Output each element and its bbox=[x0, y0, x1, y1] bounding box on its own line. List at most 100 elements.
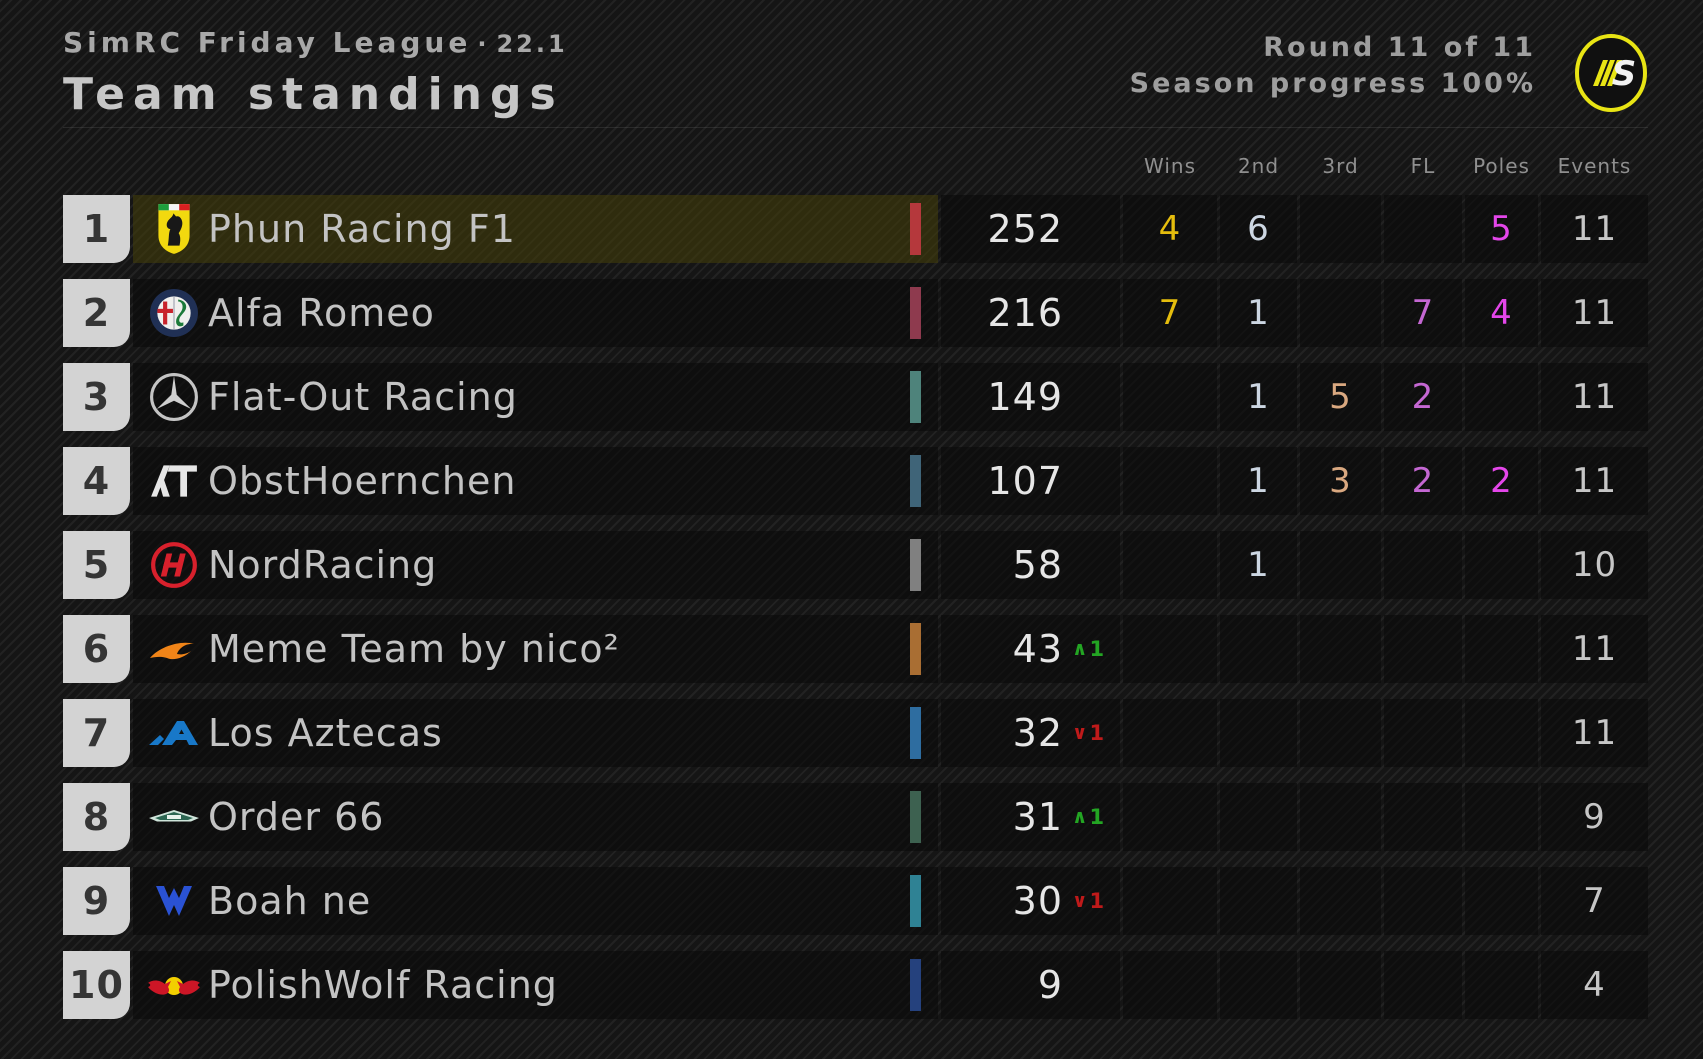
third-places-cell bbox=[1300, 951, 1381, 1019]
fastest-laps-cell bbox=[1384, 867, 1462, 935]
fastest-laps-cell bbox=[1384, 699, 1462, 767]
table-row: 9 Boah ne 30 ∨ 1 7 bbox=[63, 867, 1648, 935]
series-logo-icon: S bbox=[1575, 34, 1647, 112]
aston-martin-logo-icon bbox=[147, 789, 201, 845]
header-divider bbox=[63, 127, 1648, 128]
points-cell: 107 bbox=[941, 447, 1120, 515]
points-cell: 149 bbox=[941, 363, 1120, 431]
team-cell: PolishWolf Racing bbox=[133, 951, 938, 1019]
position-badge: 5 bbox=[63, 531, 130, 599]
wins-cell bbox=[1123, 531, 1217, 599]
position-badge: 8 bbox=[63, 783, 130, 851]
wins-cell bbox=[1123, 951, 1217, 1019]
fastest-laps-cell bbox=[1384, 531, 1462, 599]
points-value: 43 bbox=[1012, 627, 1063, 671]
fastest-laps-cell: 2 bbox=[1384, 447, 1462, 515]
events-cell: 11 bbox=[1541, 699, 1648, 767]
table-row: 4 ObstHoernchen 107 1 3 2 2 11 bbox=[63, 447, 1648, 515]
team-name: Flat-Out Racing bbox=[208, 375, 518, 419]
position-delta: ∧ 1 bbox=[1072, 805, 1105, 829]
team-color-bar bbox=[910, 623, 921, 675]
second-places-cell bbox=[1220, 783, 1297, 851]
points-value: 32 bbox=[1012, 711, 1063, 755]
wins-cell: 4 bbox=[1123, 195, 1217, 263]
position-number: 6 bbox=[82, 627, 111, 671]
points-value: 252 bbox=[987, 207, 1063, 251]
mercedes-logo-icon bbox=[147, 369, 201, 425]
team-name: Meme Team by nico² bbox=[208, 627, 620, 671]
wins-cell bbox=[1123, 447, 1217, 515]
table-row: 1 Phun Racing F1 252 4 6 5 11 bbox=[63, 195, 1648, 263]
position-number: 4 bbox=[82, 459, 111, 503]
ferrari-logo-icon bbox=[147, 201, 201, 257]
position-number: 1 bbox=[82, 207, 111, 251]
events-cell: 10 bbox=[1541, 531, 1648, 599]
team-name: Alfa Romeo bbox=[208, 291, 435, 335]
third-places-cell bbox=[1300, 867, 1381, 935]
third-places-cell bbox=[1300, 531, 1381, 599]
second-places-cell: 1 bbox=[1220, 531, 1297, 599]
position-number: 7 bbox=[82, 711, 111, 755]
table-row: 5 NordRacing 58 1 10 bbox=[63, 531, 1648, 599]
position-badge: 10 bbox=[63, 951, 130, 1019]
poles-cell: 4 bbox=[1465, 279, 1538, 347]
events-cell: 4 bbox=[1541, 951, 1648, 1019]
points-value: 107 bbox=[987, 459, 1063, 503]
second-places-cell bbox=[1220, 615, 1297, 683]
position-badge: 3 bbox=[63, 363, 130, 431]
third-places-cell bbox=[1300, 699, 1381, 767]
second-places-cell: 1 bbox=[1220, 279, 1297, 347]
poles-cell bbox=[1465, 531, 1538, 599]
team-name: Boah ne bbox=[208, 879, 372, 923]
table-row: 8 Order 66 31 ∧ 1 9 bbox=[63, 783, 1648, 851]
points-cell: 43 ∧ 1 bbox=[941, 615, 1120, 683]
team-color-bar bbox=[910, 875, 921, 927]
column-header-fl: FL bbox=[1410, 154, 1436, 178]
position-number: 5 bbox=[82, 543, 111, 587]
position-number: 2 bbox=[82, 291, 111, 335]
wins-cell bbox=[1123, 783, 1217, 851]
events-cell: 9 bbox=[1541, 783, 1648, 851]
second-places-cell bbox=[1220, 699, 1297, 767]
position-number: 10 bbox=[69, 963, 124, 1007]
poles-cell bbox=[1465, 363, 1538, 431]
logo-letter: S bbox=[1612, 54, 1637, 94]
round-counter: Round 11 of 11 bbox=[1263, 32, 1536, 63]
points-value: 216 bbox=[987, 291, 1063, 335]
points-cell: 216 bbox=[941, 279, 1120, 347]
third-places-cell bbox=[1300, 783, 1381, 851]
events-cell: 7 bbox=[1541, 867, 1648, 935]
position-badge: 4 bbox=[63, 447, 130, 515]
third-places-cell: 3 bbox=[1300, 447, 1381, 515]
column-header-poles: Poles bbox=[1473, 154, 1530, 178]
points-cell: 31 ∧ 1 bbox=[941, 783, 1120, 851]
page-title: Team standings bbox=[63, 69, 564, 120]
standings-table: 1 Phun Racing F1 252 4 6 5 11 2 Alfa Rom… bbox=[63, 195, 1648, 1035]
team-cell: Order 66 bbox=[133, 783, 938, 851]
team-color-bar bbox=[910, 791, 921, 843]
position-badge: 6 bbox=[63, 615, 130, 683]
third-places-cell bbox=[1300, 195, 1381, 263]
league-separator: · bbox=[477, 30, 491, 58]
table-row: 2 Alfa Romeo 216 7 1 7 4 11 bbox=[63, 279, 1648, 347]
team-name: PolishWolf Racing bbox=[208, 963, 558, 1007]
table-row: 3 Flat-Out Racing 149 1 5 2 11 bbox=[63, 363, 1648, 431]
points-value: 30 bbox=[1012, 879, 1063, 923]
team-name: ObstHoernchen bbox=[208, 459, 517, 503]
fastest-laps-cell bbox=[1384, 615, 1462, 683]
position-delta: ∧ 1 bbox=[1072, 637, 1105, 661]
team-color-bar bbox=[910, 959, 921, 1011]
wins-cell bbox=[1123, 867, 1217, 935]
column-header-2nd: 2nd bbox=[1237, 154, 1280, 178]
points-value: 31 bbox=[1012, 795, 1063, 839]
points-cell: 58 bbox=[941, 531, 1120, 599]
team-cell: NordRacing bbox=[133, 531, 938, 599]
team-color-bar bbox=[910, 203, 921, 255]
poles-cell: 5 bbox=[1465, 195, 1538, 263]
points-cell: 9 bbox=[941, 951, 1120, 1019]
team-name: NordRacing bbox=[208, 543, 438, 587]
wins-cell bbox=[1123, 615, 1217, 683]
table-row: 6 Meme Team by nico² 43 ∧ 1 11 bbox=[63, 615, 1648, 683]
second-places-cell: 1 bbox=[1220, 447, 1297, 515]
league-name-text: SimRC Friday League bbox=[63, 26, 472, 59]
